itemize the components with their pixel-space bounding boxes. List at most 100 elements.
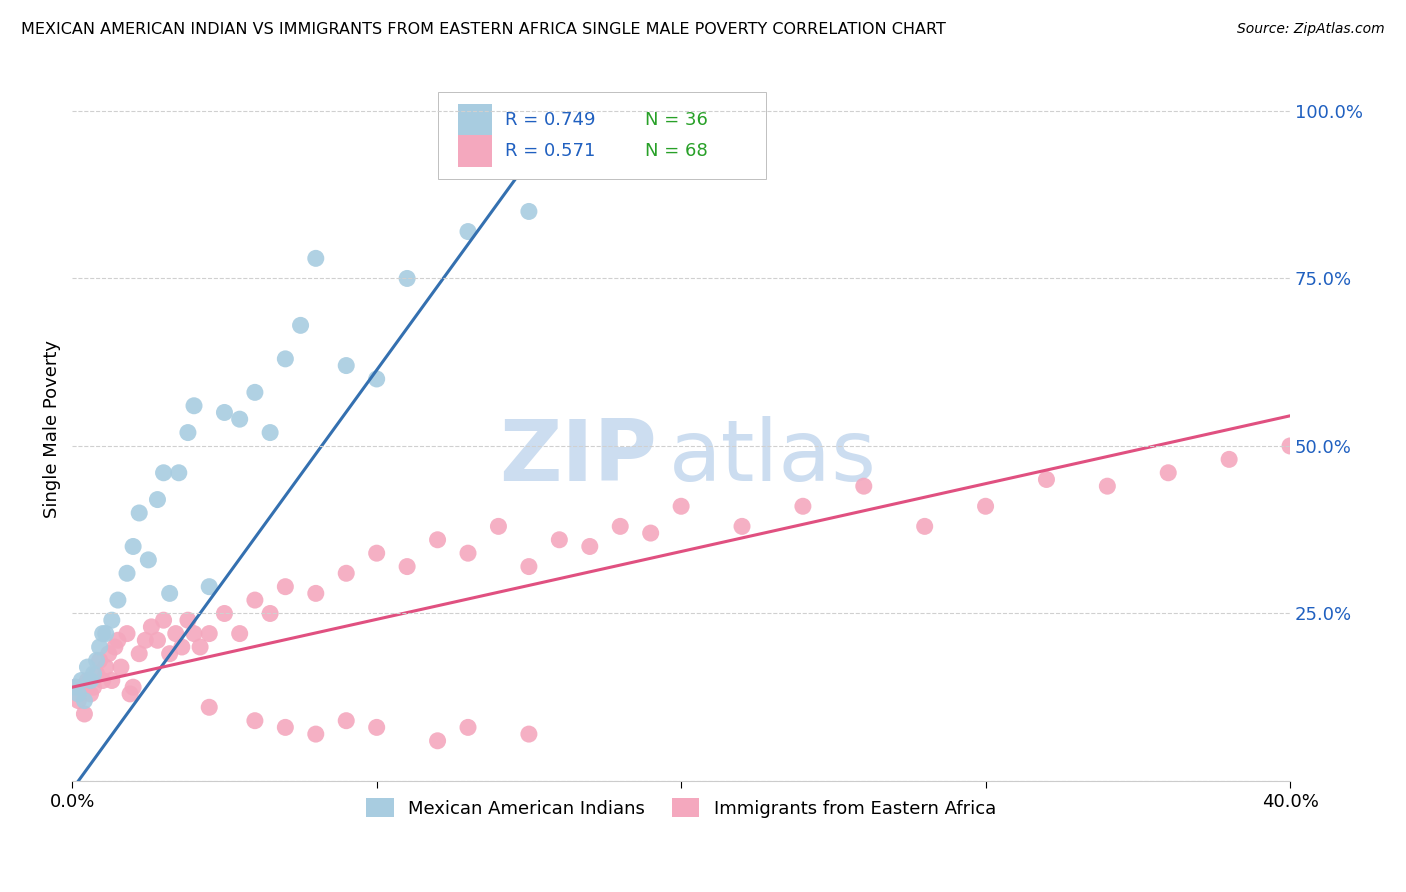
Point xyxy=(146,633,169,648)
Point xyxy=(366,372,388,386)
Point xyxy=(214,607,236,621)
Point xyxy=(91,673,114,688)
Point xyxy=(165,626,187,640)
Point xyxy=(115,566,138,581)
Point xyxy=(1097,479,1119,493)
Point xyxy=(640,526,662,541)
Point xyxy=(198,626,221,640)
Point xyxy=(335,566,357,581)
Point xyxy=(243,385,266,400)
Point xyxy=(259,425,281,440)
Point xyxy=(335,359,357,373)
Point xyxy=(548,533,571,547)
Point xyxy=(198,700,221,714)
Point xyxy=(152,466,174,480)
Point xyxy=(83,666,105,681)
Point xyxy=(188,640,211,654)
Point xyxy=(73,693,96,707)
Point xyxy=(94,660,117,674)
Point xyxy=(243,714,266,728)
Point xyxy=(366,546,388,560)
Point xyxy=(1279,439,1302,453)
Text: R = 0.571: R = 0.571 xyxy=(505,143,595,161)
Point xyxy=(852,479,875,493)
Point xyxy=(79,673,101,688)
Point xyxy=(259,607,281,621)
FancyBboxPatch shape xyxy=(437,92,766,179)
Point xyxy=(517,204,540,219)
Point xyxy=(183,399,205,413)
Point xyxy=(120,687,142,701)
Text: ZIP: ZIP xyxy=(499,416,657,499)
Point xyxy=(97,647,120,661)
Point xyxy=(1157,466,1180,480)
Text: Source: ZipAtlas.com: Source: ZipAtlas.com xyxy=(1237,22,1385,37)
Point xyxy=(138,553,160,567)
Point xyxy=(183,626,205,640)
Point xyxy=(89,653,111,667)
Point xyxy=(115,626,138,640)
Point xyxy=(91,626,114,640)
Point xyxy=(167,466,190,480)
Text: N = 68: N = 68 xyxy=(644,143,707,161)
Y-axis label: Single Male Poverty: Single Male Poverty xyxy=(44,340,60,518)
Point xyxy=(914,519,936,533)
Point xyxy=(177,613,200,627)
Point xyxy=(122,680,145,694)
Point xyxy=(517,559,540,574)
Point xyxy=(141,620,163,634)
Point xyxy=(457,546,479,560)
Point xyxy=(228,412,250,426)
Point xyxy=(94,626,117,640)
Point xyxy=(177,425,200,440)
Point xyxy=(76,660,98,674)
Point xyxy=(128,647,150,661)
Point xyxy=(67,693,90,707)
Point xyxy=(110,660,132,674)
Point xyxy=(159,586,181,600)
Point xyxy=(274,351,297,366)
Point xyxy=(159,647,181,661)
Point xyxy=(67,687,90,701)
Point xyxy=(65,680,87,694)
Point xyxy=(101,613,124,627)
Point xyxy=(122,540,145,554)
Text: R = 0.749: R = 0.749 xyxy=(505,111,595,128)
Point xyxy=(101,673,124,688)
Point xyxy=(243,593,266,607)
Point xyxy=(274,720,297,734)
Point xyxy=(274,580,297,594)
Point xyxy=(128,506,150,520)
Point xyxy=(152,613,174,627)
Point xyxy=(146,492,169,507)
Point xyxy=(1218,452,1240,467)
Point xyxy=(1035,473,1057,487)
Point xyxy=(86,666,108,681)
Point xyxy=(669,500,692,514)
Point xyxy=(457,720,479,734)
Point xyxy=(578,540,600,554)
Point xyxy=(70,673,93,688)
Point xyxy=(65,680,87,694)
Bar xyxy=(458,136,492,167)
Point xyxy=(86,653,108,667)
Point xyxy=(488,519,510,533)
Point xyxy=(426,733,449,747)
Text: MEXICAN AMERICAN INDIAN VS IMMIGRANTS FROM EASTERN AFRICA SINGLE MALE POVERTY CO: MEXICAN AMERICAN INDIAN VS IMMIGRANTS FR… xyxy=(21,22,946,37)
Point xyxy=(305,727,328,741)
Point xyxy=(170,640,193,654)
Point xyxy=(396,559,419,574)
Text: N = 36: N = 36 xyxy=(644,111,707,128)
Point xyxy=(134,633,156,648)
Legend: Mexican American Indians, Immigrants from Eastern Africa: Mexican American Indians, Immigrants fro… xyxy=(360,791,1002,825)
Point xyxy=(70,680,93,694)
Text: atlas: atlas xyxy=(669,416,877,499)
Point xyxy=(792,500,814,514)
Point xyxy=(609,519,631,533)
Point xyxy=(731,519,754,533)
Point xyxy=(457,225,479,239)
Point xyxy=(214,405,236,419)
Point xyxy=(335,714,357,728)
Point xyxy=(79,687,101,701)
Point xyxy=(974,500,997,514)
